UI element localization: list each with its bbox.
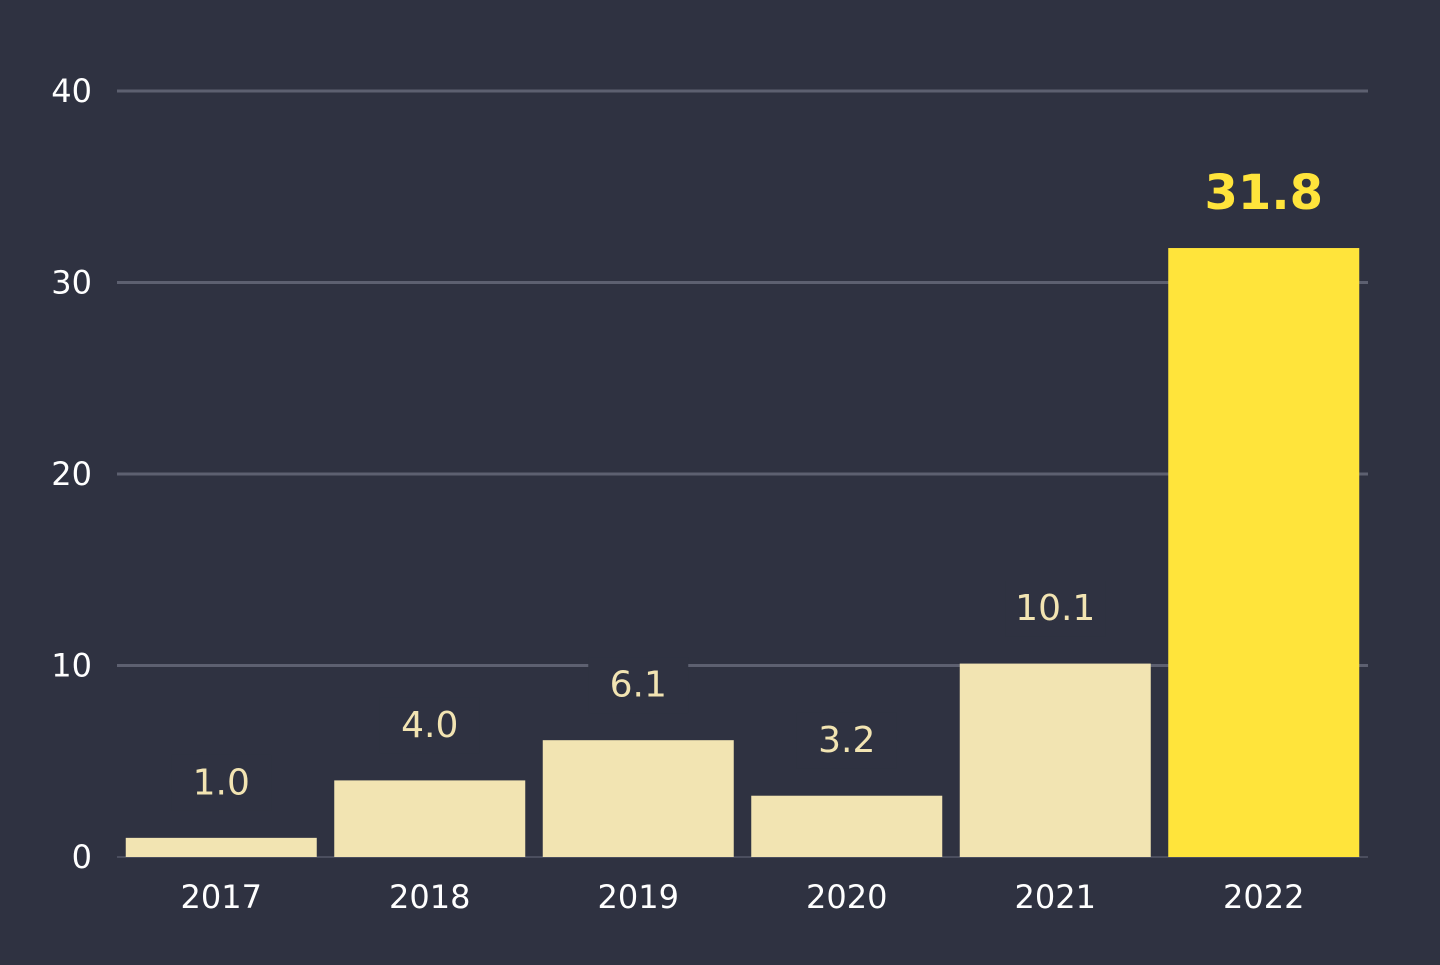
bar-2018 [334,780,526,857]
bars [125,248,1360,857]
y-axis: 0 10 20 30 40 [51,72,92,876]
value-label-2022: 31.8 [1205,165,1323,221]
y-tick-label: 20 [51,455,92,493]
bar-2022 [1168,248,1360,857]
value-label-2018: 4.0 [401,705,458,746]
bar-2020 [751,795,943,857]
value-label-backdrop [379,697,480,754]
value-label-2021: 10.1 [1015,588,1095,629]
y-tick-label: 10 [51,647,92,685]
value-labels: 1.0 4.0 6.1 3.2 10.1 31.8 [193,165,1323,803]
x-axis: 2017 2018 2019 2020 2021 2022 [181,878,1305,916]
value-label-2019: 6.1 [610,665,667,706]
value-label-2017: 1.0 [193,762,250,803]
y-tick-label: 30 [51,264,92,302]
value-label-2020: 3.2 [818,720,875,761]
x-tick-label-2021: 2021 [1015,878,1096,916]
bar-2017 [125,837,317,857]
bar-2021 [959,663,1151,857]
x-tick-label-2017: 2017 [181,878,262,916]
x-tick-label-2018: 2018 [389,878,470,916]
value-label-backdrop [1005,580,1106,637]
value-label-backdrop [588,657,689,714]
x-tick-label-2019: 2019 [598,878,679,916]
value-label-backdrop [796,712,897,769]
x-tick-label-2022: 2022 [1223,878,1304,916]
gridlines [117,89,1368,858]
x-tick-label-2020: 2020 [806,878,887,916]
value-label-backdrop [171,754,272,811]
bar-2019 [542,740,734,857]
y-tick-label: 40 [51,72,92,110]
y-tick-label: 0 [72,838,92,876]
